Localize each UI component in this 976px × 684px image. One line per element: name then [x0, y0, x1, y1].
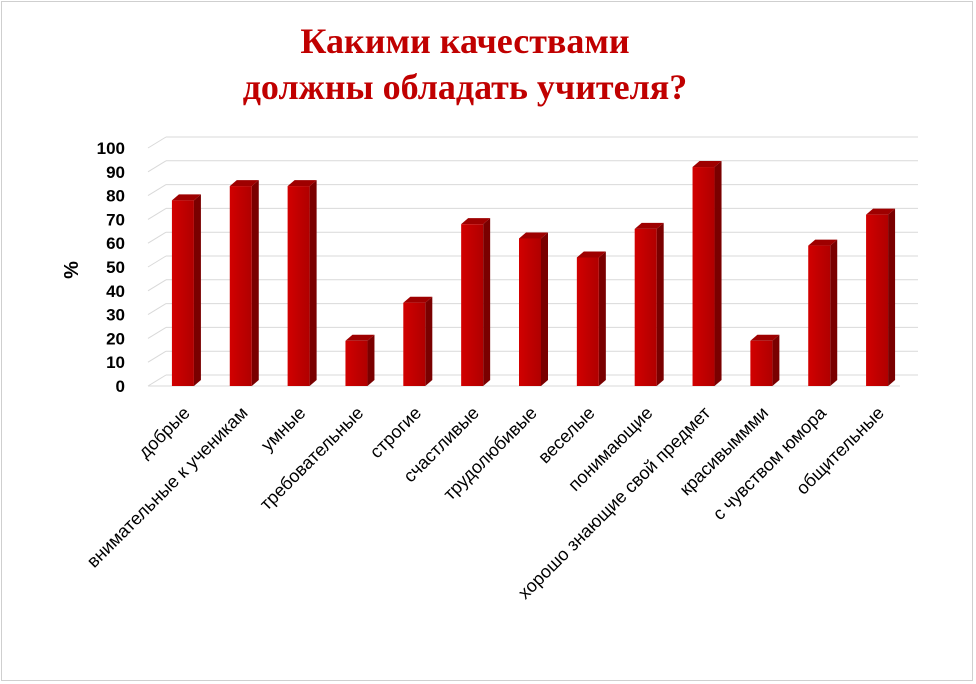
bar-front	[750, 340, 773, 386]
y-tick-label: 10	[106, 353, 125, 372]
bar-front	[808, 245, 831, 386]
bar-top	[229, 180, 259, 187]
bar	[866, 208, 896, 386]
bar-front	[576, 257, 599, 386]
gridline-side	[147, 207, 167, 220]
bar-top	[692, 161, 722, 168]
bar	[345, 334, 375, 386]
bar	[287, 180, 317, 386]
chart-title: Какими качествами должны обладать учител…	[0, 18, 930, 110]
chart-title-line-2: должны обладать учителя?	[242, 67, 688, 107]
bar-front	[634, 228, 657, 386]
bar-side	[541, 232, 548, 386]
bar	[750, 334, 780, 386]
bar-front	[229, 186, 252, 386]
gridline-side	[147, 255, 167, 268]
y-tick-label: 0	[116, 377, 125, 396]
bar-side	[367, 334, 375, 386]
bar-front	[519, 238, 541, 386]
bar	[229, 180, 259, 386]
gridline-side	[147, 136, 167, 149]
x-tick-label: умные	[257, 403, 309, 455]
y-axis-label: %	[61, 261, 83, 279]
bar-front	[866, 214, 889, 386]
bars	[171, 161, 896, 386]
bar-front	[171, 200, 194, 386]
bar-top	[345, 334, 375, 341]
gridline-side	[147, 350, 167, 363]
y-axis-ticks: 0 10 20 30 40 50 60 70 80 90 100	[97, 139, 125, 396]
x-tick-label: добрые	[134, 403, 193, 462]
bar-front	[287, 186, 310, 386]
y-tick-label: 40	[106, 282, 125, 301]
y-tick-label: 70	[106, 210, 125, 229]
bar-side	[772, 334, 780, 386]
y-tick-label: 30	[106, 306, 125, 325]
y-tick-label: 80	[106, 187, 125, 206]
bar	[692, 161, 722, 386]
x-tick-label: требовательные	[256, 403, 367, 514]
bar-top	[519, 232, 548, 239]
bar-front	[345, 340, 368, 386]
gridline-side	[147, 326, 167, 339]
bar	[403, 296, 433, 386]
chart-title-line-1: Какими качествами	[300, 21, 630, 61]
bar	[808, 239, 838, 386]
bar-top	[576, 251, 606, 258]
y-tick-label: 20	[106, 329, 125, 348]
bar-top	[171, 194, 201, 201]
bar-side	[598, 251, 606, 386]
bar-top	[866, 208, 896, 215]
bar-side	[714, 161, 722, 386]
bar-side	[425, 296, 433, 386]
bar-side	[888, 208, 896, 386]
gridline-side	[147, 160, 167, 173]
x-tick-label: строгие	[366, 403, 425, 462]
bar-top	[461, 218, 491, 225]
y-tick-label: 50	[106, 258, 125, 277]
bar-top	[403, 296, 433, 303]
bar	[576, 251, 606, 386]
bar-top	[750, 334, 780, 341]
gridline-side	[147, 303, 167, 316]
bar-front	[461, 224, 484, 386]
y-tick-label: 60	[106, 234, 125, 253]
bar-front	[692, 167, 715, 386]
gridline-side	[147, 279, 167, 292]
bar-side	[483, 218, 491, 386]
bar-top	[808, 239, 838, 246]
bar	[634, 222, 664, 386]
bar	[461, 218, 491, 386]
y-tick-label: 100	[97, 139, 125, 158]
gridline-side	[147, 184, 167, 197]
bar	[519, 232, 548, 386]
bar-top	[287, 180, 317, 187]
y-tick-label: 90	[106, 163, 125, 182]
bar-side	[656, 222, 664, 386]
bar-side	[193, 194, 201, 386]
gridline-side	[147, 231, 167, 244]
bar-side	[309, 180, 317, 386]
bar	[171, 194, 201, 386]
bar-front	[403, 302, 426, 386]
bar-top	[634, 222, 664, 229]
bar-side	[830, 239, 838, 386]
gridline-side	[147, 374, 167, 387]
bar-side	[251, 180, 259, 386]
